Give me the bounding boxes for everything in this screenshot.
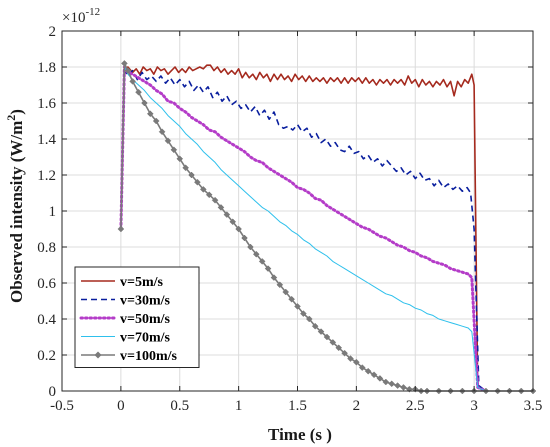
series-v-70m-s — [120, 66, 487, 392]
y-axis-label: Observed intensity (W/m2) — [4, 109, 26, 303]
series-v-5m-s — [120, 64, 487, 392]
series-point — [146, 110, 154, 118]
series-point — [199, 186, 207, 193]
series-line — [120, 64, 487, 392]
x-tick-label: 3.5 — [524, 398, 543, 414]
series-point — [329, 339, 337, 346]
series-line — [120, 66, 487, 392]
series-point — [252, 250, 260, 258]
series-point — [188, 171, 195, 179]
series-point — [164, 137, 172, 145]
series-point — [300, 310, 307, 317]
legend-label: v=30m/s — [120, 294, 171, 309]
x-tick-label: 3 — [470, 398, 478, 414]
series-point — [235, 225, 242, 233]
series-point — [382, 378, 390, 386]
series-v-50m-s — [119, 65, 488, 393]
series-point — [288, 295, 295, 303]
y-tick-label: 0.8 — [37, 240, 56, 256]
y-tick-labels: 0 0.2 0.4 0.6 0.8 1 1.2 1.4 1.6 1.8 2 — [37, 24, 56, 400]
series-point — [335, 344, 343, 352]
y-tick-label: 1.4 — [37, 132, 56, 148]
series-v-100m-s — [117, 60, 537, 395]
series-point — [394, 382, 401, 389]
series-point — [258, 258, 266, 265]
series-point — [276, 281, 284, 289]
series-point — [358, 364, 366, 371]
y-tick-label: 1 — [49, 204, 57, 220]
series-point — [223, 211, 231, 218]
series-point — [117, 225, 125, 233]
series-point — [152, 117, 160, 125]
series-point — [158, 128, 166, 136]
legend-label: v=5m/s — [120, 275, 164, 290]
series-point — [141, 99, 148, 107]
series-point — [211, 196, 219, 204]
x-tick-label: 0 — [117, 398, 125, 414]
y-axis-label-main: Observed intensity (W/m — [7, 121, 26, 303]
series-point — [370, 371, 378, 379]
series-v-30m-s — [120, 68, 487, 392]
y-tick-label: 2 — [49, 24, 57, 40]
y-tick-label: 1.2 — [37, 168, 56, 184]
y-tick-label: 0.2 — [37, 348, 56, 364]
x-tick-label: 1 — [235, 398, 243, 414]
x-tick-labels: -0.5 0 0.5 1 1.5 2 2.5 3 3.5 — [50, 398, 542, 414]
x-axis-label: Time (s ) — [268, 425, 332, 444]
legend-marker — [94, 351, 102, 359]
series-point — [135, 88, 142, 96]
series-point — [194, 178, 201, 186]
legend-label: v=50m/s — [120, 312, 171, 327]
y-exponent-label: ×10-12 — [62, 6, 100, 26]
legend-label: v=70m/s — [120, 331, 171, 346]
y-tick-label: 0 — [49, 384, 57, 400]
series-point — [323, 333, 331, 341]
series-point — [270, 274, 278, 281]
x-tick-label: 2 — [353, 398, 361, 414]
y-axis-label-end: ) — [7, 109, 26, 115]
legend: v=5m/s v=30m/s v=50m/s v=70m/s v=100m/s — [74, 266, 200, 368]
series-point — [241, 234, 248, 242]
y-exponent-base: ×10 — [62, 10, 85, 26]
series-point — [400, 384, 407, 391]
series-point — [129, 78, 137, 85]
series-point — [229, 218, 237, 226]
series-point — [264, 265, 272, 272]
series-point — [294, 303, 301, 310]
x-tick-label: -0.5 — [50, 398, 74, 414]
x-tick-label: 0.5 — [170, 398, 189, 414]
series-point — [205, 191, 213, 199]
axis-ticks — [61, 30, 534, 392]
y-tick-label: 1.8 — [37, 60, 56, 76]
series-point — [341, 349, 348, 357]
series-point — [182, 164, 189, 172]
series-point — [388, 380, 396, 388]
series-point — [353, 358, 360, 366]
series-point — [176, 155, 184, 163]
y-tick-label: 1.6 — [37, 96, 56, 112]
legend-label: v=100m/s — [120, 349, 178, 364]
x-tick-label: 1.5 — [288, 398, 307, 414]
x-tick-label: 2.5 — [406, 398, 425, 414]
series-point — [311, 322, 319, 330]
series-point — [217, 204, 225, 211]
series-point — [124, 67, 132, 74]
y-tick-label: 0.4 — [37, 312, 56, 328]
series-point — [376, 375, 384, 382]
y-exponent-power: -12 — [85, 6, 100, 18]
y-tick-label: 0.6 — [37, 276, 56, 292]
series-point — [317, 328, 325, 335]
series-point — [347, 355, 354, 362]
series-point — [364, 367, 372, 375]
series-layer — [117, 60, 537, 395]
series-point — [247, 243, 254, 251]
series-point — [121, 60, 128, 67]
series-point — [170, 146, 178, 154]
series-point — [282, 288, 290, 296]
y-axis-label-sup: 2 — [4, 115, 18, 121]
series-point — [305, 315, 313, 323]
series-line — [120, 68, 487, 392]
series-line — [119, 65, 488, 393]
